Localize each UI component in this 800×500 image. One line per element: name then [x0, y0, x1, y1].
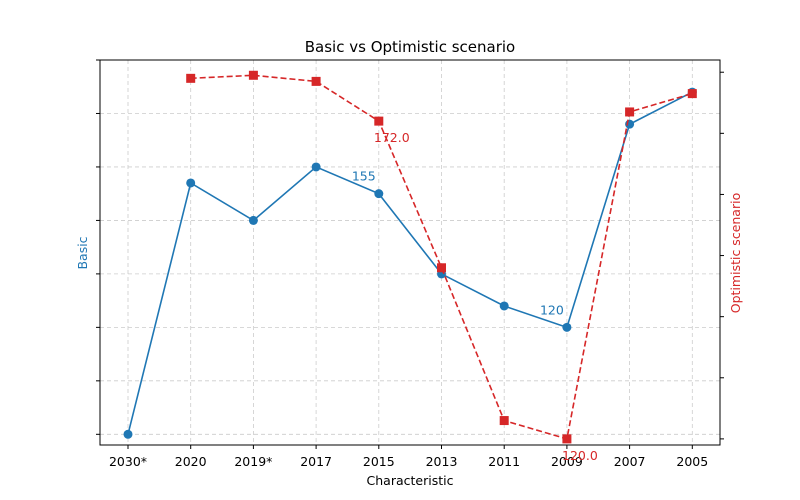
data-point — [437, 263, 446, 273]
plot-area — [100, 60, 720, 445]
x-tick-label: 2019* — [234, 454, 272, 469]
data-labels: 155 120 172.0 120.0 — [352, 130, 598, 463]
plot-frame — [99, 59, 721, 446]
x-axis-label: Characteristic — [367, 473, 454, 488]
data-point — [374, 189, 384, 199]
series-line-optimistic — [190, 74, 693, 440]
right-axis-label: Optimistic scenario — [728, 193, 743, 313]
x-tick-label: 2020 — [175, 454, 207, 469]
data-point — [311, 76, 321, 86]
data-point — [248, 70, 258, 80]
data-point — [186, 73, 196, 83]
x-tick-label: 2009 — [551, 454, 583, 469]
data-point — [562, 434, 572, 444]
series-layer — [123, 70, 697, 444]
x-tick-label: 2011 — [488, 454, 520, 469]
data-label: 120 — [540, 302, 564, 317]
data-point — [123, 429, 133, 439]
left-axis-label: Basic — [75, 236, 90, 269]
data-point — [625, 107, 635, 117]
x-tick-label: 2005 — [676, 454, 708, 469]
data-point — [374, 116, 384, 126]
data-point — [186, 178, 196, 188]
data-label: 155 — [352, 169, 376, 184]
data-point — [562, 322, 572, 332]
x-tick-label: 2013 — [426, 454, 458, 469]
data-label: 120.0 — [562, 448, 598, 463]
data-point — [499, 301, 509, 311]
data-point — [499, 416, 509, 426]
x-tick-label: 2030* — [109, 454, 147, 469]
data-point — [687, 89, 697, 99]
data-point — [311, 162, 321, 172]
series-line-basic — [127, 91, 693, 435]
chart-title: Basic vs Optimistic scenario — [305, 38, 515, 56]
x-tick-label: 2007 — [614, 454, 646, 469]
x-axis: 2030* 2020 2019* 2017 2015 2013 2011 2009 2007 20… — [96, 59, 724, 469]
data-point — [248, 215, 258, 225]
x-tick-label: 2017 — [300, 454, 332, 469]
x-tick-label: 2015 — [363, 454, 395, 469]
data-label: 172.0 — [374, 130, 410, 145]
